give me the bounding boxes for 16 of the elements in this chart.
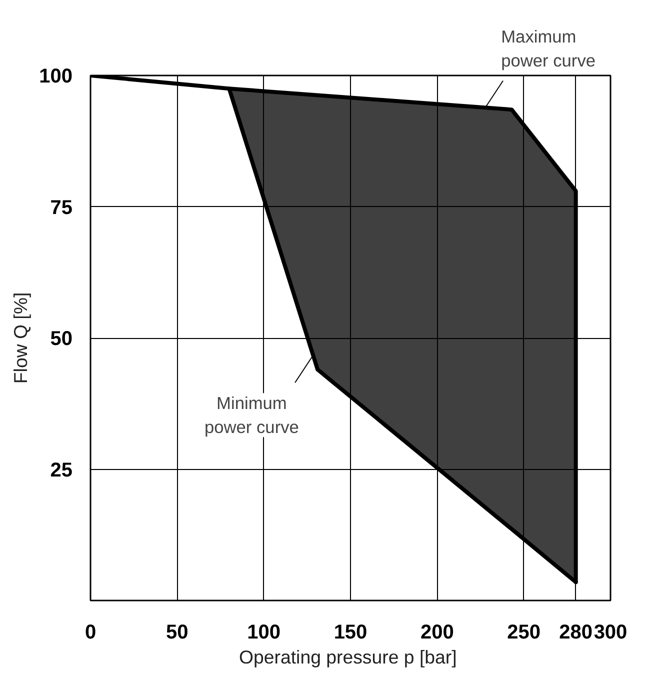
x-tick-label: 100 <box>247 622 281 644</box>
annotation: Minimum power curve <box>204 393 299 438</box>
y-tick-label: 75 <box>50 196 73 219</box>
x-tick-label: 0 <box>84 622 96 644</box>
y-tick-label: 100 <box>39 66 73 88</box>
y-axis-title: Flow Q [%] <box>10 292 32 384</box>
annotation: Maximum power curve <box>501 26 596 70</box>
x-tick-label: 250 <box>507 622 541 644</box>
x-tick-label: 50 <box>166 622 188 644</box>
x-tick-label: 280 <box>559 622 593 644</box>
x-axis-title: Operating pressure p [bar] <box>239 646 457 668</box>
x-tick-label: 150 <box>334 622 368 644</box>
y-tick-label: 25 <box>50 459 73 482</box>
x-tick-label: 200 <box>420 622 454 644</box>
y-tick-label: 50 <box>50 328 73 350</box>
x-tick-label: 300 <box>594 622 628 644</box>
